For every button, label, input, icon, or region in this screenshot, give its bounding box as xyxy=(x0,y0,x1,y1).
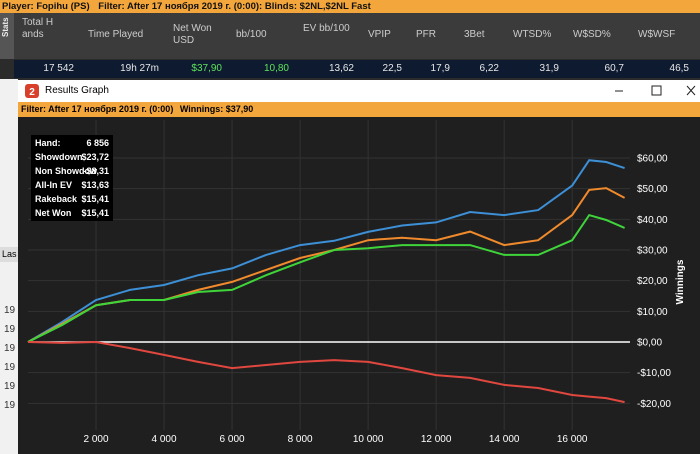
info-label: Rakeback xyxy=(35,194,78,204)
x-tick-label: 4 000 xyxy=(152,434,177,445)
y-tick-label: -$10,00 xyxy=(637,368,671,379)
y-axis-label: Winnings xyxy=(675,259,686,304)
series-line xyxy=(27,159,625,343)
filter: Filter: After 17 ноября 2019 г. (0:00): … xyxy=(98,1,371,12)
stats-row: 17 542 19h 27m $37,90 10,80 13,62 22,5 17,9 6,2… xyxy=(14,60,700,78)
stat-value: 17,9 xyxy=(430,63,450,74)
y-tick-label: $30,00 xyxy=(637,246,668,257)
side-tab[interactable]: Stats xyxy=(0,13,14,59)
x-tick-label: 10 000 xyxy=(353,434,384,445)
info-value: 6 856 xyxy=(86,138,109,148)
column-header: PFR xyxy=(416,29,436,40)
filter-text: Filter: After 17 ноября 2019 г. (0:00) xyxy=(21,104,174,114)
background-row: 19 xyxy=(4,400,16,411)
background-window xyxy=(0,79,18,454)
window-titlebar: 2 Results Graph xyxy=(18,80,700,102)
stat-value: 46,5 xyxy=(669,63,689,74)
y-tick-label: $10,00 xyxy=(637,307,668,318)
maximize[interactable] xyxy=(651,85,662,96)
graph-filter: Filter: After 17 ноября 2019 г. (0:00) W… xyxy=(18,102,700,117)
y-tick-label: $50,00 xyxy=(637,184,668,195)
app-icon: 2 xyxy=(25,84,39,98)
window-title: Results Graph xyxy=(45,85,109,96)
column-header: 3Bet xyxy=(464,29,485,40)
column-header: VPIP xyxy=(368,29,391,40)
background-row: 19 xyxy=(4,381,16,392)
y-tick-label: $40,00 xyxy=(637,215,668,226)
chart-bg xyxy=(18,117,700,454)
stat-value: 60,7 xyxy=(604,63,624,74)
column-header: Time Played xyxy=(88,29,144,40)
x-tick-label: 16 000 xyxy=(557,434,588,445)
info-label: All-In EV xyxy=(35,180,73,190)
stats-header: Total Hands Time Played Net Won USD bb/100 E… xyxy=(14,13,700,59)
stat-value: 31,9 xyxy=(539,63,559,74)
info-value: $15,41 xyxy=(81,208,109,218)
stat-value: 6,22 xyxy=(479,63,499,74)
window-controls xyxy=(615,85,696,96)
background-tab: Las xyxy=(0,247,18,262)
x-tick-label: 12 000 xyxy=(421,434,452,445)
stat-value: 22,5 xyxy=(382,63,402,74)
y-tick-label: $0,00 xyxy=(637,337,662,348)
column-header: W$WSF xyxy=(638,29,676,40)
info-box: Hand: 6 856 Showdown $23,72 Non Showdow -$8,3… xyxy=(31,135,113,221)
background-row: 19 xyxy=(4,362,16,373)
column-header: W$SD% xyxy=(573,29,611,40)
stat-value: 17 542 xyxy=(43,63,74,74)
info-value: $15,41 xyxy=(81,194,109,204)
y-tick-label: -$20,00 xyxy=(637,399,671,410)
column-header: bb/100 xyxy=(236,29,267,40)
background-row: 19 xyxy=(4,343,16,354)
info-value: $23,72 xyxy=(81,152,109,162)
stat-value: 13,62 xyxy=(328,63,354,74)
background-row: 19 xyxy=(4,305,16,316)
series-line xyxy=(27,340,625,404)
x-tick-label: 2 000 xyxy=(84,434,109,445)
player-bar: Player: Fopihu (PS) Filter: After 17 ноя… xyxy=(0,0,700,13)
series-line xyxy=(27,213,625,343)
x-tick-label: 8 000 xyxy=(288,434,313,445)
side-tab-label: Stats xyxy=(1,17,10,37)
info-value: -$8,31 xyxy=(83,166,109,176)
info-label: Non Showdow xyxy=(35,166,97,176)
player: Player: Fopihu (PS) xyxy=(2,1,90,12)
column-header: Net Won USD xyxy=(173,23,212,46)
stat-value: $37,90 xyxy=(191,63,222,74)
column-header: WTSD% xyxy=(513,29,552,40)
winnings: Winnings: $37,90 xyxy=(179,104,254,114)
x-tick-label: 14 000 xyxy=(489,434,520,445)
info-label: Hand: xyxy=(35,138,61,148)
close[interactable] xyxy=(686,85,696,96)
y-tick-label: $20,00 xyxy=(637,276,668,287)
stat-value: 19h 27m xyxy=(120,63,159,74)
info-value: $13,63 xyxy=(81,180,109,190)
column-header: EV bb/100 xyxy=(303,23,350,34)
column-header: Total Hands xyxy=(22,17,54,40)
info-label: Showdown xyxy=(35,152,83,162)
svg-text:2: 2 xyxy=(29,87,35,98)
x-tick-label: 6 000 xyxy=(220,434,245,445)
y-tick-label: $60,00 xyxy=(637,154,668,165)
results-chart: Winnings -$20,00 -$10,00 $0,00 $10,00 $20,00… xyxy=(18,117,700,454)
background-row: 19 xyxy=(4,324,16,335)
info-label: Net Won xyxy=(35,208,72,218)
stat-value: 10,80 xyxy=(263,63,289,74)
